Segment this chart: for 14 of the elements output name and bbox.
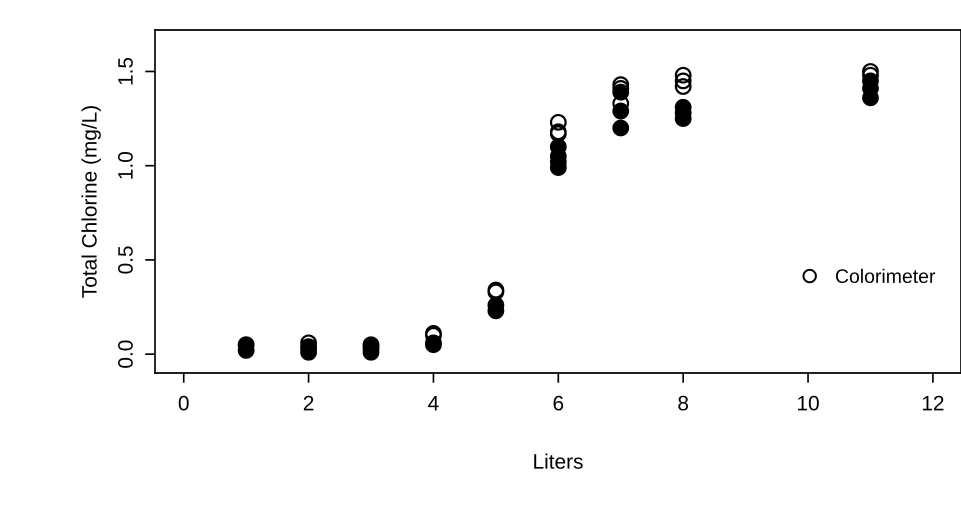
y-tick-label: 1.5 xyxy=(118,58,133,84)
y-tick-label: 1.0 xyxy=(118,152,133,179)
y-axis-title: Total Chlorine (mg/L) xyxy=(81,106,101,298)
y-tick-label: 0.5 xyxy=(118,246,133,274)
x-tick-label: 0 xyxy=(178,396,189,411)
x-tick-label: 6 xyxy=(554,396,564,411)
x-tick-label: 10 xyxy=(798,396,819,411)
x-axis-title: Liters xyxy=(534,454,583,469)
x-tick-label: 12 xyxy=(922,396,944,410)
x-tick-label: 8 xyxy=(678,396,688,411)
x-tick-label: 4 xyxy=(428,396,439,410)
legend-label: Colorimeter xyxy=(836,268,936,284)
y-tick-label: 0.0 xyxy=(118,340,133,368)
x-tick-label: 2 xyxy=(304,396,314,410)
